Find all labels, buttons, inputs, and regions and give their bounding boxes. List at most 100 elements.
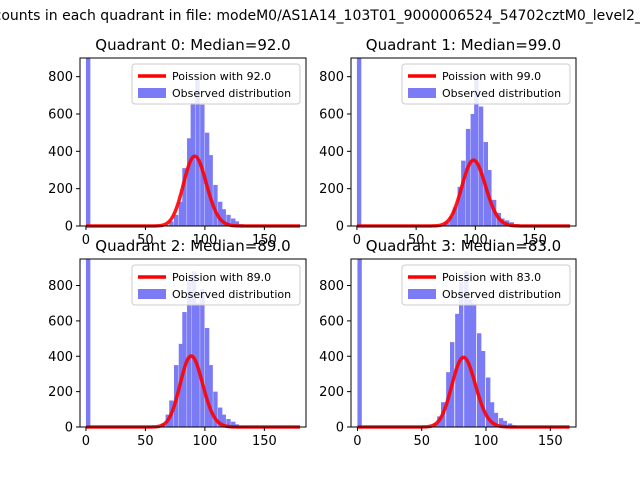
histogram-bar (204, 132, 210, 226)
legend-label-observed: Observed distribution (442, 87, 561, 100)
legend-patch-swatch (408, 88, 436, 98)
x-tick-label: 150 (538, 434, 563, 449)
histogram-bar (221, 414, 226, 427)
y-tick-label: 800 (48, 279, 73, 294)
histogram-bar (357, 259, 362, 427)
legend-label-poisson: Poission with 92.0 (172, 70, 271, 83)
histogram-bar (457, 186, 462, 226)
histogram-bar (191, 271, 197, 427)
histogram-bar (204, 327, 210, 427)
y-tick-label: 200 (48, 385, 73, 400)
x-tick-label: 50 (413, 434, 430, 449)
x-tick-label: 0 (82, 434, 90, 449)
x-tick-label: 0 (82, 233, 90, 248)
histogram-bar (452, 207, 458, 226)
x-tick-label: 150 (252, 434, 277, 449)
histogram-bar (477, 333, 482, 427)
histogram-bar (169, 221, 174, 226)
y-tick-label: 0 (336, 220, 344, 235)
histogram-bar (226, 419, 231, 427)
histogram-bar (178, 201, 184, 226)
y-tick-label: 0 (336, 421, 344, 436)
x-tick-label: 100 (474, 434, 499, 449)
y-tick-label: 800 (319, 279, 344, 294)
histogram-bar (187, 138, 192, 226)
subplot-grid: 0 50 100 150 0 200 400 600 800 Quadrant 0: Median… (48, 36, 577, 449)
y-tick-label: 800 (48, 70, 73, 85)
legend-label-observed: Observed distribution (172, 87, 291, 100)
subplot-quadrant-3: 0 50 100 150 0 200 400 600 800 Quadrant 3: Median… (319, 237, 577, 449)
histogram-bar (213, 184, 218, 226)
histogram-bar (449, 216, 454, 226)
histogram-bar (480, 350, 486, 427)
histogram-bar (470, 114, 475, 226)
histogram-bar (356, 58, 362, 226)
histogram-bar (85, 259, 91, 427)
legend-box (131, 264, 301, 306)
y-tick-label: 200 (48, 182, 73, 197)
subplot-title: Quadrant 0: Median=92.0 (95, 36, 290, 54)
histogram-bar (478, 106, 484, 226)
subplot-quadrant-0: 0 50 100 150 0 200 400 600 800 Quadrant 0: Median… (48, 36, 307, 248)
y-tick-label: 400 (48, 350, 73, 365)
histogram-bar (190, 102, 196, 226)
y-tick-label: 400 (48, 145, 73, 160)
histogram-bar (464, 271, 469, 427)
histogram-bar (489, 402, 495, 427)
y-tick-label: 200 (319, 385, 344, 400)
axes-frame (79, 258, 307, 428)
y-tick-label: 600 (48, 314, 73, 329)
x-tick-label: 100 (192, 434, 217, 449)
legend-box (401, 63, 571, 105)
histogram-bar (182, 168, 187, 226)
histogram-bar (486, 377, 491, 427)
histogram-bar (231, 421, 236, 427)
legend-label-poisson: Poission with 83.0 (442, 271, 541, 284)
subplot-title: Quadrant 1: Median=99.0 (366, 36, 561, 54)
subplot-title: Quadrant 2: Median=89.0 (95, 237, 290, 255)
histogram-bar (471, 303, 477, 427)
histogram-bar (200, 289, 205, 427)
legend-box (131, 63, 301, 105)
x-tick-label: 50 (137, 434, 154, 449)
y-tick-label: 800 (319, 70, 344, 85)
histogram-bar (461, 160, 466, 226)
y-tick-label: 0 (65, 421, 73, 436)
axes-frame (79, 57, 307, 227)
histogram-bar (459, 281, 464, 427)
legend: Poission with 83.0 Observed distribution (401, 264, 571, 306)
legend-label-observed: Observed distribution (442, 288, 561, 301)
y-tick-label: 600 (48, 108, 73, 123)
x-tick-label: 0 (353, 233, 361, 248)
histogram-bar (493, 412, 499, 427)
subplot-title: Quadrant 3: Median=83.0 (366, 237, 561, 255)
histogram-bar (173, 214, 179, 226)
histogram-bar (234, 221, 240, 226)
x-tick-label: 150 (522, 233, 547, 248)
histogram-bar (85, 58, 91, 226)
histogram-bar (217, 407, 223, 427)
subplot-quadrant-1: 0 50 100 150 0 200 400 600 800 Quadrant 1: Median… (319, 36, 577, 248)
x-tick-label: 50 (137, 233, 154, 248)
histogram-bar (213, 391, 218, 427)
axes-frame (350, 57, 577, 227)
legend-label-observed: Observed distribution (172, 288, 291, 301)
histogram-bar (221, 209, 226, 226)
histogram-bar (498, 418, 504, 427)
x-tick-label: 100 (192, 233, 217, 248)
legend-label-poisson: Poission with 99.0 (442, 70, 541, 83)
histogram-bar (208, 365, 213, 427)
legend: Poission with 89.0 Observed distribution (131, 264, 301, 306)
histogram-bar (231, 218, 236, 226)
y-tick-label: 0 (65, 220, 73, 235)
y-tick-label: 400 (319, 350, 344, 365)
y-tick-label: 600 (319, 108, 344, 123)
legend: Poission with 92.0 Observed distribution (131, 63, 301, 105)
histogram-bar (187, 280, 192, 427)
histogram-bar (465, 128, 471, 226)
axes-frame (350, 258, 577, 428)
x-tick-label: 150 (252, 233, 277, 248)
histogram-bar (208, 155, 213, 226)
legend-label-poisson: Poission with 89.0 (172, 271, 271, 284)
